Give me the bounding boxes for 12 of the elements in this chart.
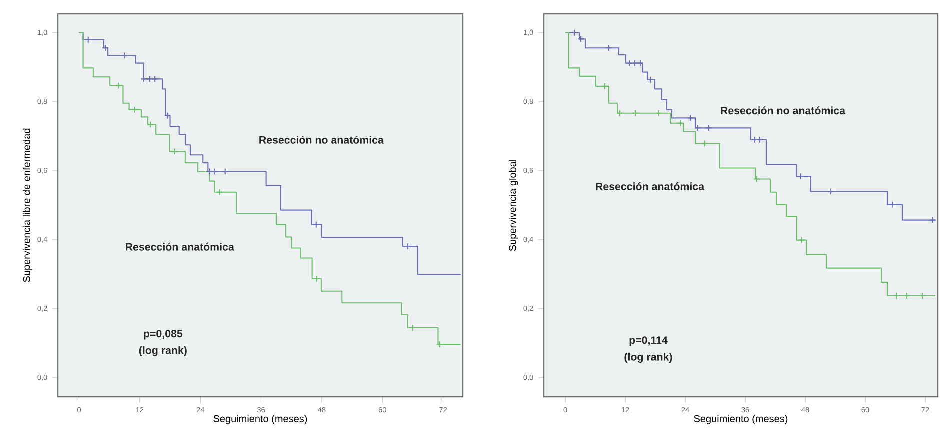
annotation: p=0,114 bbox=[630, 336, 668, 346]
annotation: (log rank) bbox=[139, 346, 187, 356]
x-axis-title: Seguimiento (meses) bbox=[694, 415, 788, 424]
annotation: (log rank) bbox=[624, 352, 672, 363]
text: Resección anatómica bbox=[126, 242, 234, 251]
series-label: Resección anatómica bbox=[596, 182, 705, 190]
y-axis-title: Supervivencia global bbox=[508, 160, 518, 252]
annotation: p=0,085 bbox=[144, 330, 183, 340]
text: Resección no anatómica bbox=[260, 136, 384, 144]
y-axis-title: Supervivencia libre de enfermedad bbox=[22, 128, 32, 282]
series-label: Resección no anatómica bbox=[721, 106, 846, 115]
x-axis-title: Seguimiento (meses) bbox=[214, 415, 308, 424]
